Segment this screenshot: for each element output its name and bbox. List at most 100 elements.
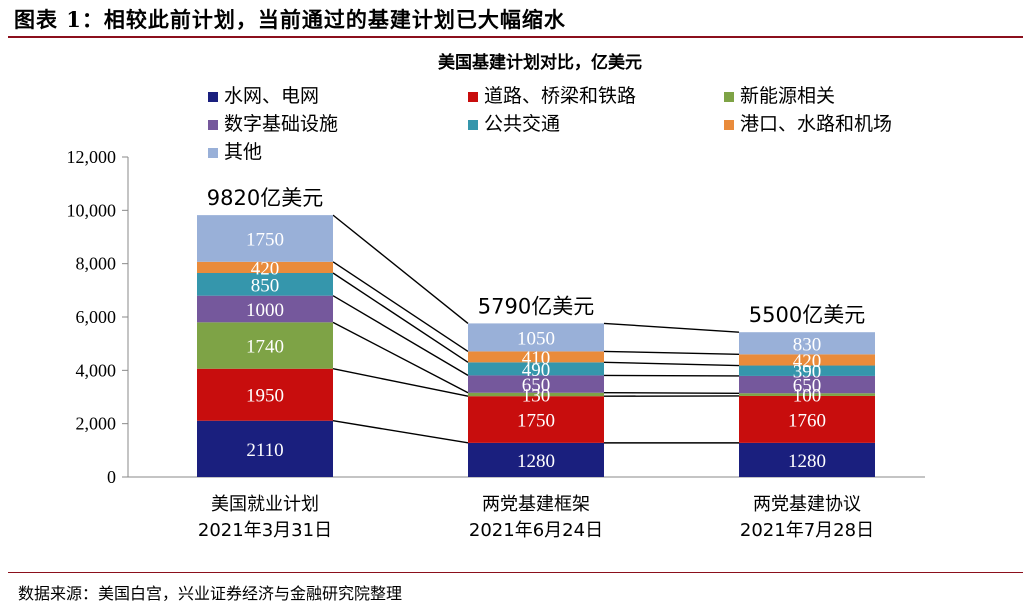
legend-swatch — [724, 92, 734, 102]
legend-item: 其他 — [208, 141, 262, 163]
legend-swatch — [208, 92, 218, 102]
connector-line — [603, 361, 740, 367]
connector-line — [332, 214, 469, 324]
y-tick-label: 4,000 — [76, 360, 117, 380]
segment-value-label: 1750 — [246, 229, 284, 250]
bar-segment — [197, 273, 333, 296]
bar-segment — [739, 365, 875, 376]
chart-bars — [197, 215, 875, 477]
legend-item: 港口、水路和机场 — [724, 113, 892, 135]
segment-value-label: 130 — [522, 385, 551, 406]
segment-value-label: 1760 — [788, 410, 826, 431]
legend-swatch — [468, 120, 478, 130]
segment-value-label: 650 — [793, 376, 822, 397]
segment-value-label: 1280 — [517, 451, 555, 472]
total-label: 9820亿美元 — [207, 186, 323, 210]
bottom-rule — [8, 572, 1023, 573]
x-category-label: 两党基建协议 — [753, 494, 861, 515]
legend-label: 水网、电网 — [224, 85, 319, 107]
segment-value-label: 410 — [522, 348, 551, 369]
bar-segment — [468, 362, 604, 376]
segment-value-label: 390 — [793, 362, 822, 383]
legend-swatch — [468, 92, 478, 102]
segment-value-label: 1750 — [517, 411, 555, 432]
segment-value-label: 1000 — [246, 300, 284, 321]
segment-value-label: 100 — [793, 386, 822, 407]
segment-value-label: 2110 — [246, 440, 283, 461]
bar-segment — [197, 215, 333, 262]
x-category-label: 两党基建框架 — [482, 494, 590, 515]
segment-value-label: 420 — [251, 258, 280, 279]
connector-line — [332, 261, 469, 352]
connector-line — [332, 321, 469, 394]
y-tick-label: 10,000 — [67, 200, 117, 220]
connector-line — [603, 392, 740, 394]
x-category-label: 2021年7月28日 — [740, 520, 874, 541]
legend-swatch — [208, 120, 218, 130]
legend-item: 新能源相关 — [724, 85, 835, 107]
legend-item: 道路、桥梁和铁路 — [468, 85, 636, 107]
y-tick-label: 0 — [107, 467, 116, 487]
bar-segment — [739, 332, 875, 355]
legend-label: 港口、水路和机场 — [740, 113, 892, 135]
bar-segment — [468, 442, 604, 477]
legend-item: 数字基础设施 — [208, 113, 338, 135]
source-note: 数据来源：美国白宫，兴业证券经济与金融研究院整理 — [18, 584, 403, 603]
segment-value-label: 1950 — [246, 386, 284, 407]
bar-segment — [197, 261, 333, 273]
connector-line — [332, 272, 469, 363]
bar-segment — [197, 295, 333, 323]
legend-label: 数字基础设施 — [224, 113, 338, 135]
y-tick-label: 6,000 — [76, 307, 117, 327]
bar-segment — [739, 375, 875, 394]
bar-segment — [468, 396, 604, 443]
connector-line — [332, 420, 469, 444]
bar-segment — [468, 375, 604, 393]
bar-segment — [197, 420, 333, 477]
connector-line — [603, 322, 740, 333]
bar-segment — [739, 393, 875, 396]
y-tick-label: 2,000 — [76, 414, 117, 434]
connector-line — [603, 350, 740, 356]
segment-value-label: 830 — [793, 334, 822, 355]
bar-segment — [468, 351, 604, 363]
x-category-label: 2021年6月24日 — [469, 520, 603, 541]
legend-label: 新能源相关 — [740, 85, 835, 107]
segment-value-label: 490 — [522, 360, 551, 381]
total-label: 5500亿美元 — [749, 303, 865, 327]
legend-item: 水网、电网 — [208, 85, 319, 107]
legend-swatch — [208, 148, 218, 158]
legend-item: 公共交通 — [468, 113, 560, 135]
y-tick-label: 12,000 — [67, 147, 117, 167]
x-category-label: 美国就业计划 — [211, 494, 319, 515]
legend-label: 公共交通 — [484, 113, 560, 135]
segment-value-label: 650 — [522, 375, 551, 396]
segment-value-label: 420 — [793, 351, 822, 372]
x-category-label: 2021年3月31日 — [198, 520, 332, 541]
connector-line — [603, 374, 740, 377]
figure-title: 图表 1：相较此前计划，当前通过的基建计划已大幅缩水 — [14, 7, 566, 32]
segment-value-label: 850 — [251, 275, 280, 296]
bar-segment — [739, 442, 875, 477]
connector-line — [332, 368, 469, 397]
bar-segment — [739, 354, 875, 366]
segment-value-label: 1280 — [788, 451, 826, 472]
segment-value-label: 1740 — [246, 337, 284, 358]
connector-lines — [332, 214, 740, 444]
bar-segment — [197, 322, 333, 369]
connector-line — [332, 295, 469, 377]
top-rule — [8, 36, 1023, 38]
legend-label: 其他 — [224, 141, 262, 163]
legend-label: 道路、桥梁和铁路 — [484, 85, 636, 107]
y-tick-label: 8,000 — [76, 254, 117, 274]
bar-segment — [468, 323, 604, 352]
total-label: 5790亿美元 — [478, 294, 594, 318]
legend-swatch — [724, 120, 734, 130]
chart-title: 美国基建计划对比，亿美元 — [438, 52, 642, 73]
bar-segment — [468, 392, 604, 397]
bar-segment — [739, 395, 875, 443]
chart-labels: 211019501740100085042017509820亿美元1280175… — [207, 186, 865, 472]
segment-value-label: 1050 — [517, 328, 555, 349]
